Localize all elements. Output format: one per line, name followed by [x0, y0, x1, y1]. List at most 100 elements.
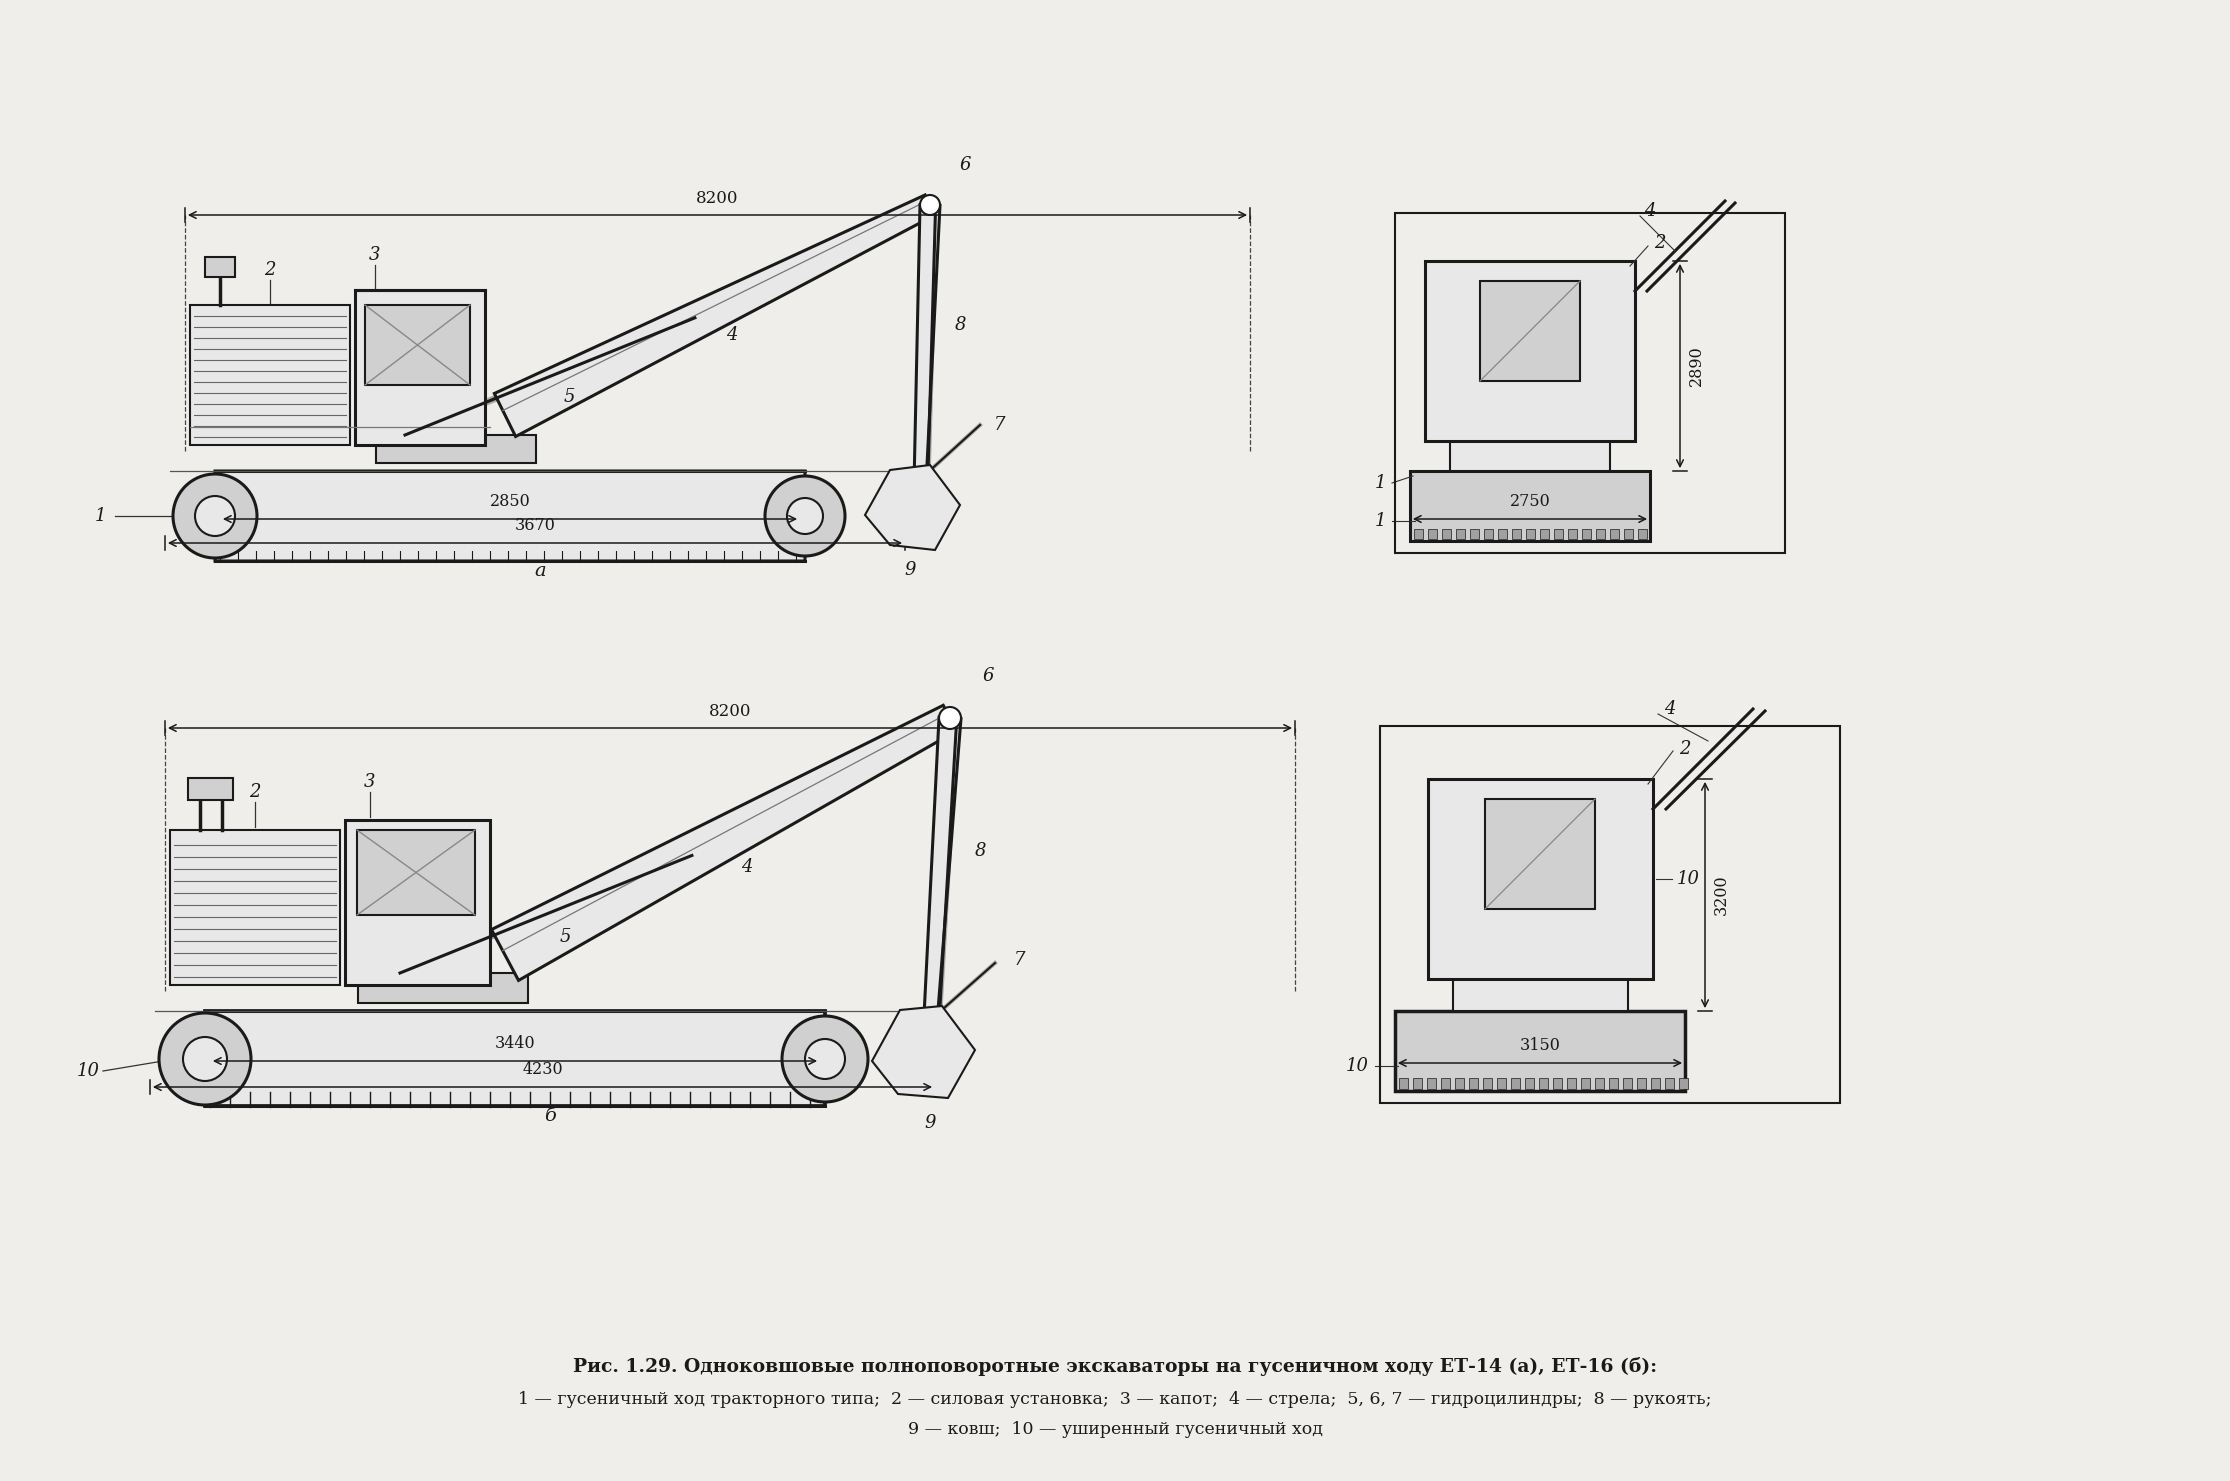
FancyBboxPatch shape: [214, 471, 805, 561]
Polygon shape: [495, 195, 934, 437]
Text: 2850: 2850: [491, 493, 531, 509]
Bar: [1483, 1078, 1492, 1089]
Bar: [1512, 529, 1521, 539]
Bar: [1483, 529, 1494, 539]
Bar: [1470, 1078, 1478, 1089]
Bar: [1427, 779, 1652, 979]
Bar: [1499, 529, 1507, 539]
Text: 3670: 3670: [515, 517, 555, 535]
Text: 1: 1: [94, 507, 105, 524]
Text: 3: 3: [363, 773, 375, 791]
Bar: [1568, 529, 1577, 539]
Circle shape: [783, 1016, 867, 1102]
Text: 9 — ковш;  10 — уширенный гусеничный ход: 9 — ковш; 10 — уширенный гусеничный ход: [908, 1420, 1322, 1438]
Bar: [1456, 529, 1465, 539]
Bar: [1597, 529, 1606, 539]
Bar: [1470, 529, 1478, 539]
Bar: [1396, 1012, 1686, 1091]
Bar: [1454, 979, 1628, 1012]
Text: 5: 5: [560, 929, 571, 946]
Bar: [366, 305, 471, 385]
Bar: [375, 435, 535, 464]
Bar: [355, 290, 484, 444]
Text: а: а: [535, 561, 546, 581]
Bar: [1552, 1078, 1561, 1089]
Bar: [1650, 1078, 1659, 1089]
Bar: [1666, 1078, 1675, 1089]
Bar: [190, 305, 350, 444]
Bar: [1623, 529, 1632, 539]
Bar: [1525, 1078, 1534, 1089]
Bar: [1398, 1078, 1407, 1089]
Circle shape: [939, 706, 961, 729]
Polygon shape: [914, 204, 941, 486]
Bar: [1496, 1078, 1505, 1089]
Bar: [1581, 529, 1590, 539]
Bar: [1539, 1078, 1548, 1089]
Bar: [1525, 529, 1534, 539]
Circle shape: [194, 496, 234, 536]
Bar: [205, 258, 234, 277]
Text: 3200: 3200: [1713, 875, 1730, 915]
Text: 7: 7: [995, 416, 1006, 434]
Polygon shape: [872, 1006, 975, 1097]
Text: 2: 2: [250, 783, 261, 801]
Text: 4: 4: [727, 326, 738, 344]
Circle shape: [921, 195, 941, 215]
Text: 10: 10: [1345, 1057, 1369, 1075]
Circle shape: [158, 1013, 252, 1105]
Bar: [1639, 529, 1648, 539]
Bar: [1427, 529, 1436, 539]
Text: 5: 5: [564, 388, 575, 406]
Bar: [1450, 441, 1610, 471]
Polygon shape: [923, 717, 961, 1028]
Text: 4: 4: [1644, 201, 1655, 221]
Bar: [1481, 281, 1581, 381]
Text: 9: 9: [903, 561, 917, 579]
Text: 3440: 3440: [495, 1035, 535, 1052]
Bar: [346, 820, 491, 985]
Text: 3150: 3150: [1519, 1037, 1561, 1054]
Text: 8200: 8200: [696, 190, 738, 207]
Text: 2: 2: [1655, 234, 1666, 252]
Bar: [1637, 1078, 1646, 1089]
Bar: [1610, 1078, 1619, 1089]
Bar: [1409, 471, 1650, 541]
Text: 4: 4: [740, 857, 754, 875]
Text: 8: 8: [975, 843, 986, 860]
Text: 3: 3: [370, 246, 381, 264]
Circle shape: [805, 1040, 845, 1080]
Polygon shape: [865, 465, 959, 549]
Circle shape: [183, 1037, 227, 1081]
Bar: [1512, 1078, 1521, 1089]
Bar: [1568, 1078, 1577, 1089]
Bar: [1610, 529, 1619, 539]
Text: 8: 8: [954, 315, 966, 335]
Bar: [1485, 800, 1594, 909]
Bar: [169, 829, 339, 985]
Bar: [357, 829, 475, 915]
Text: 2: 2: [263, 261, 277, 278]
Text: 1: 1: [1374, 474, 1385, 492]
Text: 2890: 2890: [1688, 345, 1706, 387]
Text: 8200: 8200: [709, 703, 752, 720]
Text: 2750: 2750: [1510, 493, 1550, 509]
Text: 2: 2: [1679, 740, 1690, 758]
Bar: [1443, 529, 1452, 539]
Circle shape: [787, 498, 823, 535]
Bar: [1380, 726, 1840, 1103]
Bar: [1554, 529, 1563, 539]
Bar: [1427, 1078, 1436, 1089]
Bar: [359, 973, 529, 1003]
Text: 7: 7: [1015, 951, 1026, 969]
Text: б: б: [544, 1106, 555, 1126]
Bar: [1396, 213, 1784, 552]
Bar: [1581, 1078, 1590, 1089]
Bar: [1441, 1078, 1450, 1089]
Bar: [214, 481, 805, 551]
Bar: [1414, 1078, 1423, 1089]
Bar: [187, 778, 232, 800]
Bar: [1454, 1078, 1465, 1089]
Bar: [1541, 529, 1550, 539]
Circle shape: [765, 475, 845, 555]
